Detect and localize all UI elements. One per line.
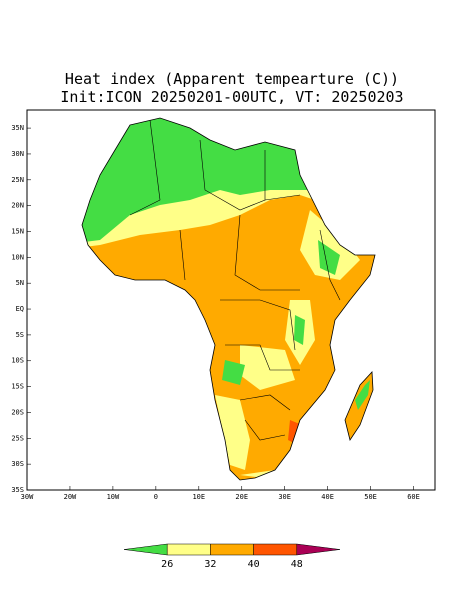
x-tick-label: 50E (364, 493, 377, 501)
colorbar-label: 40 (248, 559, 260, 570)
x-tick-label: 10W (107, 493, 120, 501)
x-tick-label: 30W (21, 493, 34, 501)
colorbar-segment (253, 543, 298, 556)
x-tick-label: 0 (154, 493, 158, 501)
borders (129, 119, 341, 441)
y-tick-label: 10N (11, 253, 24, 261)
colorbar-segment (210, 543, 254, 556)
madagascar-green (355, 380, 370, 410)
y-tick-label: 20N (11, 202, 24, 210)
y-tick-label: 25S (11, 434, 24, 442)
title: Heat index (Apparent tempearture (C)) (65, 70, 399, 88)
y-tick-label: 5S (16, 331, 24, 339)
coastline (81, 117, 376, 481)
ticks: 35N 30N 25N 20N 15N 10N 5N EQ 5S 10S 15S 20S 25S 30S 3… (11, 124, 420, 501)
x-tick-label: 30E (278, 493, 291, 501)
y-tick-label: 25N (11, 176, 24, 184)
y-tick-label: 20S (11, 408, 24, 416)
y-tick-label: 15N (11, 227, 24, 235)
colorbar-segment (123, 543, 168, 556)
colorbar-segment (296, 543, 341, 556)
x-tick-label: 20W (64, 493, 77, 501)
colorbar-segment (166, 543, 211, 556)
y-tick-label: EQ (16, 305, 24, 313)
y-tick-label: 30N (11, 150, 24, 158)
x-tick-label: 10E (192, 493, 205, 501)
colorbar: 26 32 40 48 (123, 543, 341, 570)
y-tick-label: 35N (11, 124, 24, 132)
y-tick-label: 5N (16, 279, 24, 287)
y-tick-label: 35S (11, 486, 24, 494)
x-tick-label: 40E (321, 493, 334, 501)
x-tick-label: 20E (235, 493, 248, 501)
y-tick-label: 30S (11, 460, 24, 468)
map-frame (26, 109, 436, 491)
colorbar-label: 48 (291, 559, 303, 570)
x-tick-label: 60E (407, 493, 420, 501)
y-tick-label: 10S (11, 357, 24, 365)
colorbar-label: 32 (204, 559, 216, 570)
y-tick-label: 15S (11, 383, 24, 391)
subtitle: Init:ICON 20250201-00UTC, VT: 20250203 (60, 88, 403, 106)
colorbar-label: 26 (161, 559, 173, 570)
